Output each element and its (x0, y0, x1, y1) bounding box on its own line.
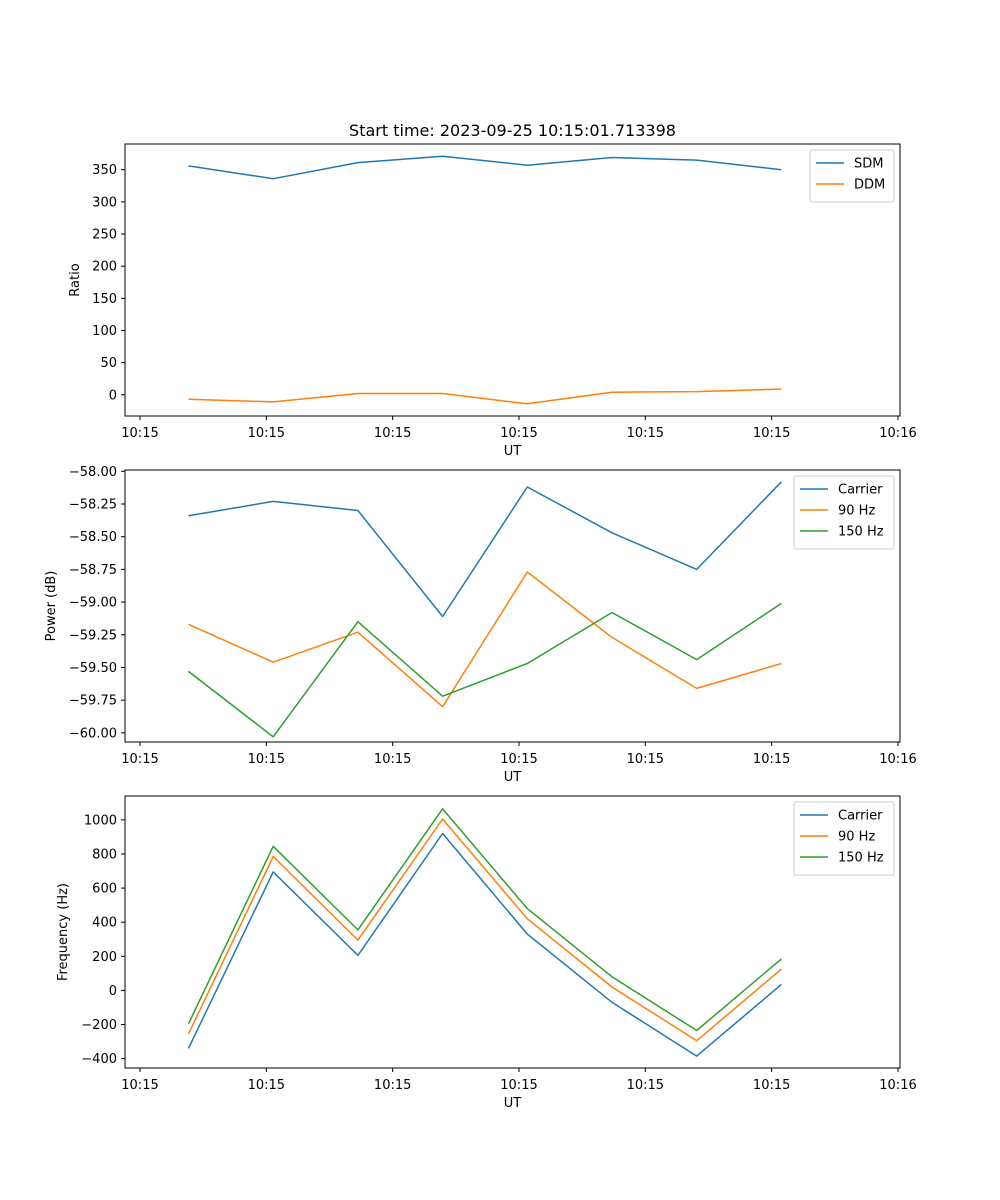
y-tick-label: −58.00 (69, 465, 117, 480)
x-axis-label: UT (504, 444, 522, 459)
y-tick-label: 0 (109, 984, 117, 999)
series-line-150-hz (188, 602, 782, 738)
y-tick-label: 200 (92, 260, 117, 275)
x-tick-label: 10:15 (627, 752, 664, 767)
series-line-90-hz (187, 818, 782, 1042)
x-tick-label: 10:15 (500, 752, 537, 767)
y-tick-label: 50 (100, 356, 117, 371)
x-tick-label: 10:15 (374, 426, 411, 441)
panel-3: 10:15 10:15 10:15 10:15 10:15 10:15 10:16 −400 −… (56, 795, 917, 1111)
legend-label: 90 Hz (838, 504, 875, 519)
y-tick-label: −60.00 (69, 726, 117, 741)
x-tick-label: 10:15 (248, 426, 285, 441)
plot-frame (124, 469, 901, 743)
x-tick-label: 10:15 (753, 1078, 790, 1093)
series-line-sdm (188, 155, 782, 180)
x-tick-label: 10:15 (121, 426, 158, 441)
legend-label: 90 Hz (838, 830, 875, 845)
series-line-150-hz (187, 808, 782, 1032)
chart-title: Start time: 2023-09-25 10:15:01.713398 (349, 121, 676, 140)
y-tick-label: −58.25 (69, 498, 117, 513)
x-tick-label: 10:16 (879, 752, 916, 767)
legend-label: Carrier (838, 483, 883, 498)
x-axis-label: UT (504, 770, 522, 785)
y-tick-label: 0 (109, 388, 117, 403)
y-tick-label: −59.00 (69, 596, 117, 611)
x-tick-label: 10:15 (374, 1078, 411, 1093)
y-tick-label: 150 (92, 292, 117, 307)
y-tick-label: −59.50 (69, 661, 117, 676)
y-tick-label: 400 (92, 916, 117, 931)
y-tick-label: −59.25 (69, 628, 117, 643)
panel-2: 10:15 10:15 10:15 10:15 10:15 10:15 10:16 −58.0… (44, 465, 917, 785)
x-tick-label: 10:15 (627, 1078, 664, 1093)
legend-label: SDM (854, 157, 883, 172)
x-tick-label: 10:15 (500, 1078, 537, 1093)
x-axis-label: UT (504, 1096, 522, 1111)
x-tick-label: 10:15 (500, 426, 537, 441)
x-tick-label: 10:15 (248, 1078, 285, 1093)
y-axis-label: Frequency (Hz) (56, 883, 71, 981)
y-tick-label: 350 (92, 163, 117, 178)
x-tick-label: 10:15 (627, 426, 664, 441)
x-tick-label: 10:15 (753, 752, 790, 767)
y-tick-label: 200 (92, 950, 117, 965)
series-line-carrier (187, 832, 782, 1057)
series-line-carrier (188, 481, 782, 618)
y-tick-label: −58.75 (69, 563, 117, 578)
y-tick-label: −200 (81, 1018, 117, 1033)
y-tick-label: 1000 (84, 813, 117, 828)
y-axis-label: Power (dB) (44, 571, 59, 642)
legend-label: DDM (854, 178, 885, 193)
x-tick-label: 10:15 (374, 752, 411, 767)
x-tick-label: 10:15 (121, 1078, 158, 1093)
y-tick-label: 300 (92, 195, 117, 210)
y-tick-label: 800 (92, 847, 117, 862)
series-line-90-hz (188, 571, 782, 708)
x-tick-label: 10:15 (248, 752, 285, 767)
y-tick-label: −59.75 (69, 694, 117, 709)
plot-frame (124, 143, 901, 417)
legend-label: Carrier (838, 809, 883, 824)
y-tick-label: 100 (92, 324, 117, 339)
y-tick-label: −58.50 (69, 530, 117, 545)
legend-label: 150 Hz (838, 525, 884, 540)
legend-label: 150 Hz (838, 851, 884, 866)
panel-1: 10:15 10:15 10:15 10:15 10:15 10:15 10:16 0 50 10… (68, 143, 917, 459)
series-line-ddm (188, 388, 782, 405)
x-tick-label: 10:16 (879, 1078, 916, 1093)
x-tick-label: 10:15 (753, 426, 790, 441)
y-axis-label: Ratio (68, 263, 83, 296)
y-tick-label: −400 (81, 1052, 117, 1067)
plot-frame (124, 795, 901, 1069)
x-tick-label: 10:15 (121, 752, 158, 767)
y-tick-label: 600 (92, 882, 117, 897)
x-tick-label: 10:16 (879, 426, 916, 441)
y-tick-label: 250 (92, 228, 117, 243)
